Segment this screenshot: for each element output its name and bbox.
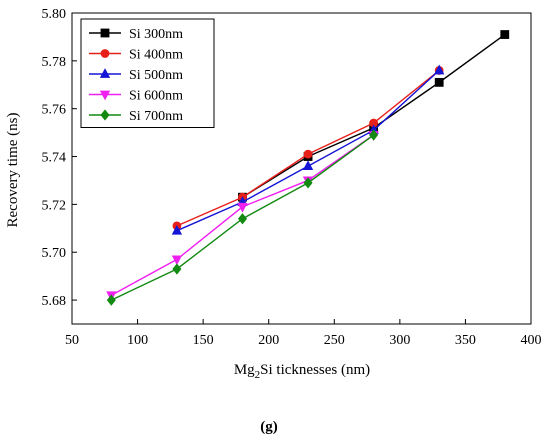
legend-swatch-marker [100, 109, 110, 121]
data-point [434, 64, 445, 75]
data-point [171, 224, 183, 235]
legend-item: Si 700nm [89, 109, 183, 124]
x-axis-ticks: 50 100 150 200 250 300 350 400 [65, 319, 542, 348]
data-point [434, 77, 444, 87]
data-point [369, 129, 379, 141]
x-tick-label: 150 [193, 333, 214, 348]
y-tick-label: 5.70 [42, 246, 67, 261]
data-point [302, 160, 314, 171]
data-point [500, 30, 510, 39]
x-tick-label: 50 [65, 333, 79, 348]
legend-item: Si 500nm [89, 68, 183, 83]
y-tick-label: 5.78 [42, 55, 67, 70]
plot-frame [71, 12, 532, 325]
x-tick-label: 300 [389, 333, 410, 348]
legend-label: Si 500nm [129, 68, 183, 83]
legend-swatch-marker [100, 28, 110, 38]
x-tick-label: 400 [521, 333, 542, 348]
x-axis-title: Mg2Si ticknesses (nm) [234, 362, 370, 381]
legend-swatch-marker [99, 68, 111, 78]
series-line [242, 33, 506, 198]
legend-item: Si 300nm [89, 27, 183, 42]
legend-label: Si 700nm [129, 109, 183, 124]
panel-label: (g) [260, 419, 278, 435]
y-axis-title: Recovery time (ns) [5, 113, 21, 228]
data-point [303, 177, 313, 189]
x-tick-label: 200 [258, 333, 279, 348]
legend-item: Si 600nm [89, 89, 183, 104]
legend-label: Si 300nm [129, 27, 183, 42]
series-line [176, 69, 440, 227]
x-tick-label: 350 [455, 333, 476, 348]
y-tick-label: 5.68 [42, 294, 67, 309]
series-layer [106, 30, 510, 306]
data-point [171, 255, 183, 266]
data-point [106, 294, 116, 306]
y-tick-label: 5.74 [42, 151, 67, 166]
data-point [237, 213, 247, 225]
data-point [172, 263, 182, 275]
x-tick-label: 100 [127, 333, 148, 348]
legend-swatch-marker [100, 49, 110, 58]
x-axis-title-subscript: 2 [255, 369, 261, 381]
y-tick-label: 5.72 [42, 198, 67, 213]
legend-swatch-marker [99, 90, 111, 101]
x-tick-label: 250 [324, 333, 345, 348]
legend: Si 300nm Si 400nm Si 500nm Si 600nm Si 700nm [80, 18, 215, 128]
legend-item: Si 400nm [89, 48, 183, 63]
series-1 [238, 30, 510, 202]
data-point [237, 202, 248, 213]
x-axis-title-rest: Si ticknesses (nm) [260, 362, 370, 378]
y-tick-label: 5.76 [42, 103, 67, 118]
legend-label: Si 400nm [129, 48, 183, 63]
series-5 [106, 129, 379, 306]
legend-label: Si 600nm [129, 89, 183, 104]
x-axis-title-main: Mg [234, 362, 255, 378]
data-point [303, 149, 313, 159]
y-axis-ticks: 5.68 5.70 5.72 5.74 5.76 5.78 5.80 [42, 7, 77, 309]
y-tick-label: 5.80 [42, 7, 67, 22]
